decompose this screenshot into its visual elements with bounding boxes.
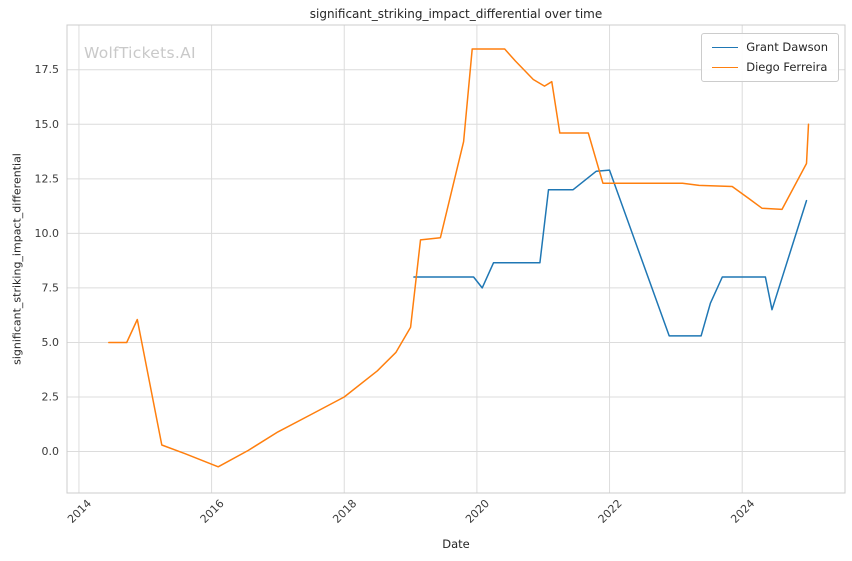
y-tick-label: 2.5 [42, 391, 60, 404]
plot-border [66, 24, 846, 494]
x-tick-label: 2016 [198, 497, 227, 526]
legend-line-swatch [712, 66, 739, 68]
x-tick-label: 2022 [596, 497, 625, 526]
x-axis-label: Date [442, 537, 470, 551]
series-line-diego-ferreira [108, 48, 810, 468]
legend-item: Grant Dawson [712, 40, 828, 54]
y-tick-label: 17.5 [35, 63, 60, 76]
legend: Grant Dawson Diego Ferreira [701, 33, 839, 82]
x-tick-label: 2014 [65, 497, 94, 526]
y-axis-label: significant_striking_impact_differential [10, 153, 24, 365]
y-tick-label: 5.0 [42, 336, 60, 349]
y-tick-label: 12.5 [35, 172, 60, 185]
x-tick-label: 2018 [330, 497, 359, 526]
y-tick-label: 7.5 [42, 281, 60, 294]
legend-item: Diego Ferreira [712, 59, 828, 74]
series-line-grant-dawson [413, 169, 808, 337]
x-tick-label: 2024 [728, 497, 757, 526]
legend-label: Diego Ferreira [746, 59, 828, 74]
legend-line-swatch [712, 47, 739, 49]
y-tick-label: 10.0 [35, 227, 60, 240]
x-tick-label: 2020 [463, 497, 492, 526]
y-tick-label: 0.0 [42, 445, 60, 458]
legend-label: Grant Dawson [746, 40, 828, 54]
watermark: WolfTickets.AI [84, 44, 196, 62]
chart-title: significant_striking_impact_differential… [309, 7, 603, 21]
y-tick-label: 15.0 [35, 118, 60, 131]
